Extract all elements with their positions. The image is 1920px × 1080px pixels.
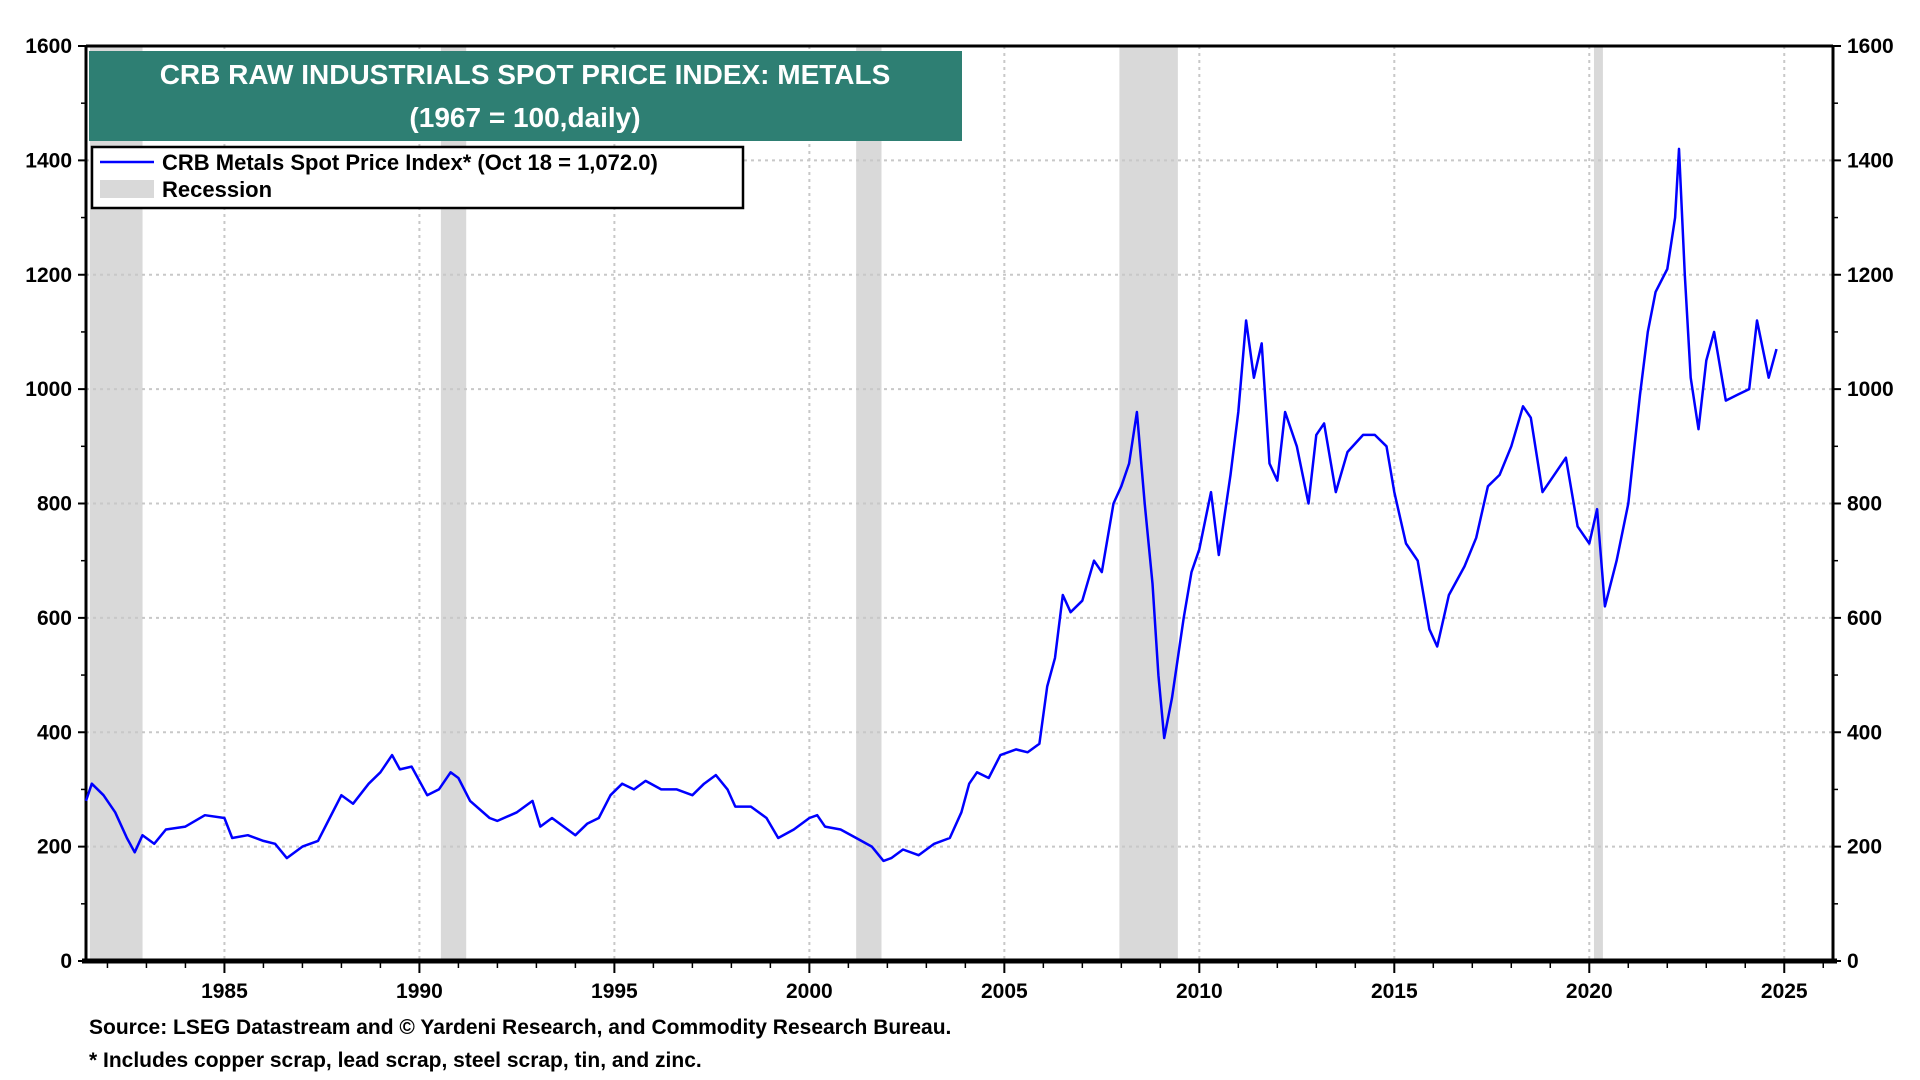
x-tick-label: 1985 <box>201 980 248 1003</box>
source-note: Source: LSEG Datastream and © Yardeni Re… <box>89 1016 951 1039</box>
x-tick-label: 1995 <box>591 980 638 1003</box>
footnote: * Includes copper scrap, lead scrap, ste… <box>89 1049 702 1072</box>
y-tick-label-right: 200 <box>1847 836 1882 859</box>
y-tick-label-left: 200 <box>37 836 72 859</box>
legend-series-label: CRB Metals Spot Price Index* (Oct 18 = 1… <box>162 150 658 175</box>
series-line <box>84 147 1778 863</box>
y-tick-label-left: 1000 <box>25 378 72 401</box>
x-tick-label: 2010 <box>1176 980 1223 1003</box>
x-tick-label: 2020 <box>1566 980 1613 1003</box>
x-tick-label: 1990 <box>396 980 443 1003</box>
x-tick-label: 2015 <box>1371 980 1418 1003</box>
y-tick-label-right: 400 <box>1847 721 1882 744</box>
y-tick-label-right: 1000 <box>1847 378 1894 401</box>
series-layer <box>84 147 1778 863</box>
y-tick-label-right: 1600 <box>1847 35 1894 58</box>
chart-title: CRB RAW INDUSTRIALS SPOT PRICE INDEX: ME… <box>160 59 891 90</box>
y-tick-label-right: 1400 <box>1847 149 1894 172</box>
y-tick-label-left: 400 <box>37 721 72 744</box>
x-tick-label: 2025 <box>1761 980 1808 1003</box>
y-tick-label-left: 1400 <box>25 149 72 172</box>
x-tick-label: 2005 <box>981 980 1028 1003</box>
gridlines <box>86 46 1833 961</box>
title-box: CRB RAW INDUSTRIALS SPOT PRICE INDEX: ME… <box>89 51 962 141</box>
y-tick-label-right: 600 <box>1847 607 1882 630</box>
legend: CRB Metals Spot Price Index* (Oct 18 = 1… <box>90 145 745 210</box>
y-tick-label-left: 1200 <box>25 264 72 287</box>
y-tick-label-left: 1600 <box>25 35 72 58</box>
y-tick-label-left: 600 <box>37 607 72 630</box>
y-tick-label-left: 800 <box>37 493 72 516</box>
y-tick-label-left: 0 <box>60 950 72 973</box>
chart-subtitle: (1967 = 100,daily) <box>409 102 640 133</box>
y-tick-label-right: 0 <box>1847 950 1859 973</box>
x-tick-label: 2000 <box>786 980 833 1003</box>
legend-recession-swatch <box>100 180 154 198</box>
y-tick-label-right: 800 <box>1847 493 1882 516</box>
legend-recession-label: Recession <box>162 177 272 202</box>
recession-band <box>1119 46 1178 961</box>
axes: 0 0 200 200 400 400 600 600 800 800 1000 1000 1200 12… <box>25 35 1893 1003</box>
y-tick-label-right: 1200 <box>1847 264 1894 287</box>
